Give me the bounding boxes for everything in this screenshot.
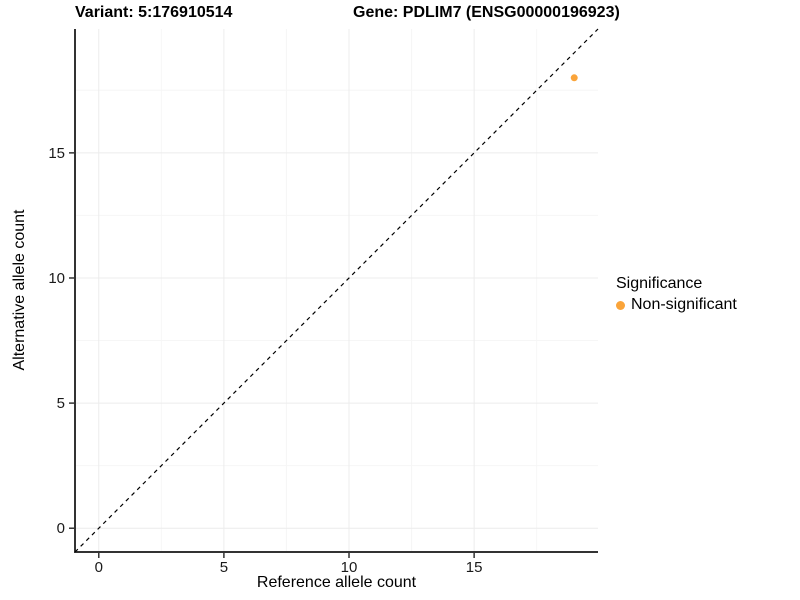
y-tick-label: 10 (48, 270, 65, 287)
legend-title: Significance (616, 275, 703, 292)
identity-dashed-line (74, 28, 599, 553)
y-axis-title: Alternative allele count (11, 209, 28, 371)
x-axis-title: Reference allele count (256, 574, 417, 591)
legend-item-label: Non-significant (631, 296, 737, 313)
legend-item: Non-significant (616, 296, 737, 314)
x-tick-label: 15 (466, 559, 483, 576)
y-tick-label: 15 (48, 145, 65, 162)
x-tick-label: 10 (341, 559, 358, 576)
y-tick-label: 5 (57, 395, 65, 412)
x-tick-label: 0 (95, 559, 103, 576)
variant-title: Variant: 5:176910514 (75, 4, 233, 21)
legend-point-icon (616, 300, 625, 310)
y-tick-label: 0 (57, 520, 65, 537)
x-tick-label: 5 (220, 559, 228, 576)
gene-title: Gene: PDLIM7 (ENSG00000196923) (353, 4, 620, 21)
legend: Significance Non-significant (616, 274, 737, 314)
data-point (570, 74, 578, 82)
